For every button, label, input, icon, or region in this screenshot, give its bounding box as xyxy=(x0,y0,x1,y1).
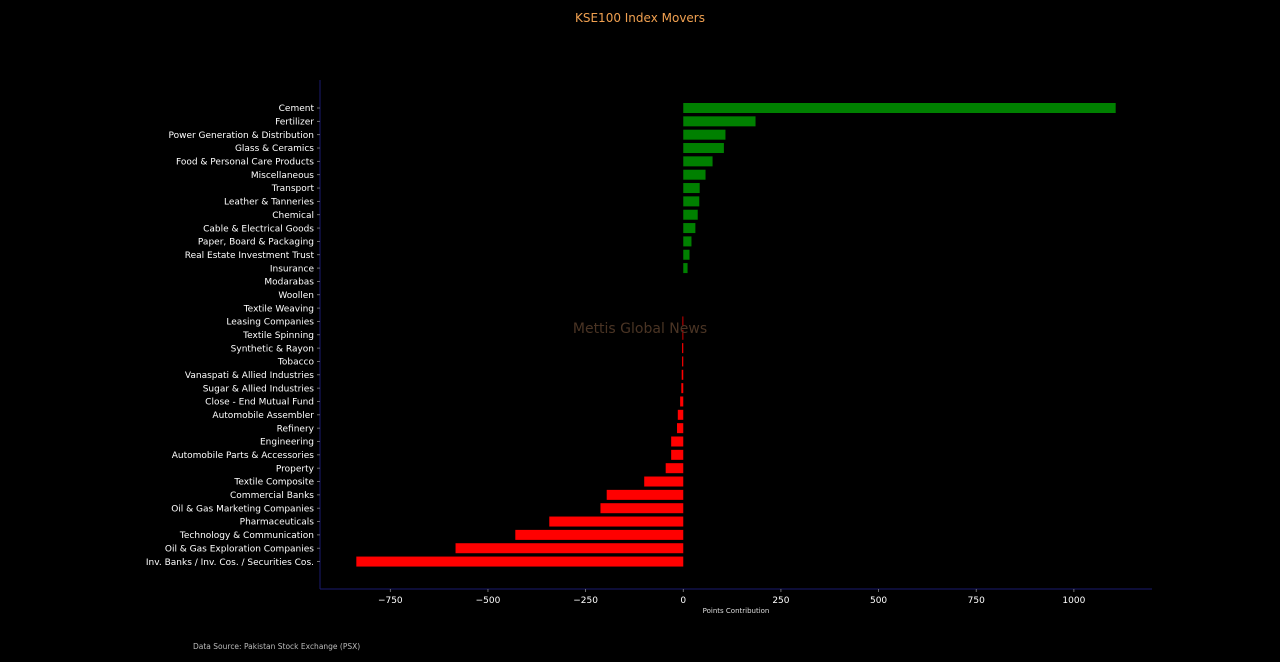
bar xyxy=(683,156,713,167)
category-label: Cement xyxy=(279,104,315,114)
bar xyxy=(683,249,690,260)
category-label: Inv. Banks / Inv. Cos. / Securities Cos. xyxy=(146,558,314,568)
bar xyxy=(683,223,696,234)
bar xyxy=(682,329,684,340)
bar xyxy=(683,169,706,180)
bar xyxy=(683,116,756,127)
bar xyxy=(644,476,684,487)
category-label: Modarabas xyxy=(264,278,314,288)
bar xyxy=(683,209,698,220)
category-label: Transport xyxy=(271,184,315,194)
bar xyxy=(677,409,684,420)
bar xyxy=(682,343,684,354)
x-tick-label: −500 xyxy=(476,596,501,606)
category-label: Oil & Gas Marketing Companies xyxy=(171,504,314,514)
bar xyxy=(682,316,684,327)
category-label: Power Generation & Distribution xyxy=(168,131,314,141)
bar xyxy=(683,129,726,140)
bar xyxy=(515,529,684,540)
data-source-note: Data Source: Pakistan Stock Exchange (PS… xyxy=(193,642,361,651)
bar xyxy=(683,263,688,274)
category-label: Commercial Banks xyxy=(230,491,314,501)
bar xyxy=(606,489,684,500)
category-label: Property xyxy=(276,464,315,474)
bar xyxy=(683,236,692,247)
category-label: Automobile Parts & Accessories xyxy=(172,451,315,461)
bar xyxy=(683,196,700,207)
category-label: Leasing Companies xyxy=(226,318,314,328)
category-label: Fertilizer xyxy=(275,118,314,128)
bar xyxy=(682,356,684,367)
x-tick-label: 500 xyxy=(870,596,887,606)
category-label: Technology & Communication xyxy=(179,531,314,541)
category-label: Pharmaceuticals xyxy=(240,518,315,528)
category-label: Real Estate Investment Trust xyxy=(185,251,315,261)
bar xyxy=(665,463,684,474)
chart-title: KSE100 Index Movers xyxy=(574,11,705,25)
x-tick-label: 1000 xyxy=(1062,596,1085,606)
bar xyxy=(549,516,684,527)
bar xyxy=(681,383,684,394)
category-label: Leather & Tanneries xyxy=(224,198,314,208)
category-label: Paper, Board & Packaging xyxy=(198,238,314,248)
bar xyxy=(681,369,684,380)
x-tick-label: 250 xyxy=(772,596,789,606)
x-tick-labels: −750 −500 −250 0 250 500 750 1000 xyxy=(378,596,1086,606)
category-label: Synthetic & Rayon xyxy=(231,344,314,354)
bar xyxy=(671,449,684,460)
watermark: Mettis Global News xyxy=(572,321,708,337)
bar xyxy=(677,423,684,434)
category-label: Miscellaneous xyxy=(251,171,314,181)
bar xyxy=(680,396,684,407)
category-label: Oil & Gas Exploration Companies xyxy=(165,544,314,554)
category-label: Vanaspati & Allied Industries xyxy=(185,371,314,381)
category-label: Woollen xyxy=(278,291,314,301)
category-label: Glass & Ceramics xyxy=(235,144,314,154)
x-axis-label: Points Contribution xyxy=(702,607,770,615)
x-tick-label: 750 xyxy=(968,596,985,606)
bar xyxy=(683,183,700,194)
category-label: Engineering xyxy=(260,438,314,448)
chart-bars xyxy=(356,103,1116,567)
category-label: Sugar & Allied Industries xyxy=(203,384,315,394)
bar xyxy=(671,436,684,447)
bar xyxy=(683,103,1116,113)
bar xyxy=(356,556,684,567)
category-label: Tobacco xyxy=(277,358,315,368)
category-label: Refinery xyxy=(277,424,315,434)
bar xyxy=(600,503,684,514)
x-tick-label: −250 xyxy=(573,596,598,606)
category-label: Textile Weaving xyxy=(243,304,314,314)
x-tick-label: 0 xyxy=(680,596,686,606)
category-label: Insurance xyxy=(270,264,315,274)
category-label: Cable & Electrical Goods xyxy=(203,224,314,234)
bar xyxy=(683,143,724,154)
chart-axes xyxy=(317,80,1152,592)
category-label: Food & Personal Care Products xyxy=(176,158,314,168)
x-tick-label: −750 xyxy=(378,596,403,606)
category-label: Textile Composite xyxy=(233,478,314,488)
category-labels: Cement Fertilizer Power Generation & Distr… xyxy=(146,104,315,568)
category-label: Automobile Assembler xyxy=(212,411,314,421)
category-label: Textile Spinning xyxy=(242,331,314,341)
category-label: Close - End Mutual Fund xyxy=(205,398,314,408)
bar xyxy=(455,543,684,554)
category-label: Chemical xyxy=(272,211,314,221)
